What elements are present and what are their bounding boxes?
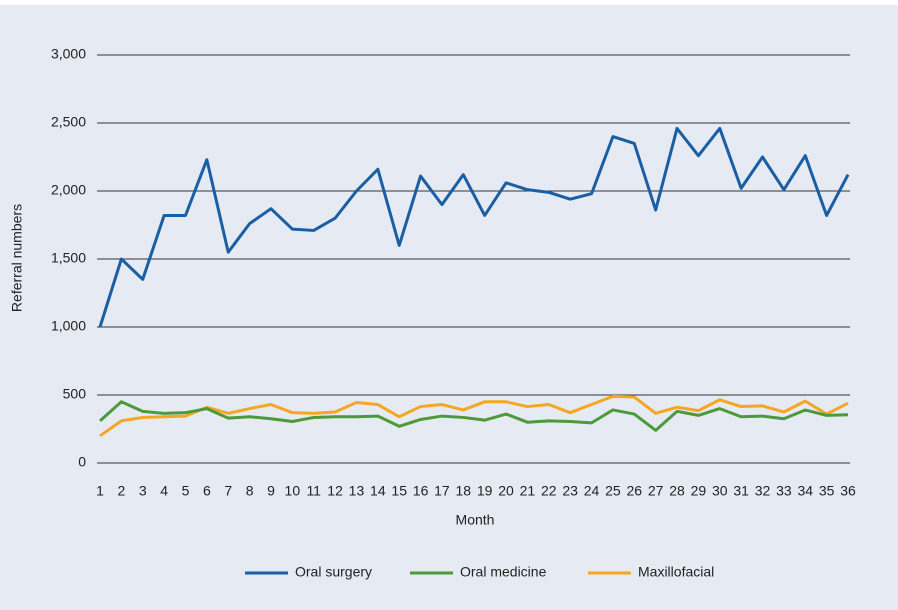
x-tick-label: 29 [691,483,707,499]
x-tick-label: 15 [391,483,407,499]
y-tick-label: 1,500 [51,250,86,266]
legend-label: Maxillofacial [638,564,714,580]
series-line [99,394,849,438]
top-strip [0,0,898,5]
y-tick-label: 500 [63,386,87,402]
x-tick-label: 22 [541,483,557,499]
y-tick-label: 3,000 [51,46,86,62]
y-tick-label: 2,000 [51,182,86,198]
x-tick-label: 17 [434,483,450,499]
x-tick-label: 26 [626,483,642,499]
x-tick-label: 12 [327,483,343,499]
y-tick-label: 0 [78,454,86,470]
x-tick-label: 10 [285,483,301,499]
x-tick-label: 3 [139,483,147,499]
x-tick-label: 4 [160,483,168,499]
y-axis-label: Referral numbers [9,204,25,312]
x-tick-label: 24 [584,483,600,499]
x-tick-label: 14 [370,483,386,499]
x-tick-label: 32 [755,483,771,499]
x-tick-label: 27 [648,483,664,499]
y-tick-label: 1,000 [51,318,86,334]
x-tick-label: 6 [203,483,211,499]
x-axis-label: Month [456,512,495,528]
x-tick-label: 23 [562,483,578,499]
x-tick-label: 9 [267,483,275,499]
legend-label: Oral surgery [295,564,372,580]
x-tick-label: 13 [349,483,365,499]
x-tick-label: 19 [477,483,493,499]
x-tick-label: 31 [733,483,749,499]
x-tick-label: 16 [413,483,429,499]
series-line [99,400,849,432]
x-tick-label: 11 [306,483,321,499]
x-tick-label: 20 [498,483,514,499]
x-tick-label: 7 [224,483,232,499]
x-tick-label: 30 [712,483,728,499]
x-tick-label: 5 [182,483,190,499]
x-tick-label: 28 [669,483,685,499]
x-tick-label: 35 [819,483,835,499]
legend-label: Oral medicine [460,564,547,580]
x-tick-label: 21 [520,483,536,499]
x-tick-label: 8 [246,483,254,499]
x-tick-label: 34 [797,483,813,499]
x-tick-label: 36 [840,483,856,499]
x-tick-label: 1 [96,483,104,499]
x-tick-label: 33 [776,483,792,499]
x-tick-label: 18 [456,483,472,499]
y-tick-label: 2,500 [51,114,86,130]
series-line [98,126,850,328]
x-tick-label: 2 [117,483,125,499]
x-tick-label: 25 [605,483,621,499]
